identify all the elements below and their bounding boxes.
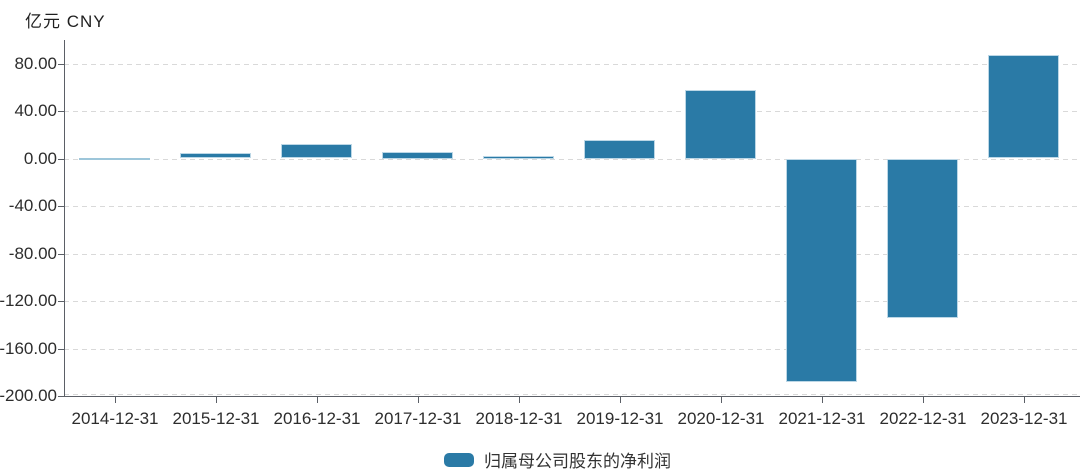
y-axis-tick (58, 159, 64, 160)
gridline (64, 111, 1080, 112)
x-axis-label: 2014-12-31 (71, 409, 159, 428)
y-axis-label: 40.00 (14, 101, 57, 120)
x-axis-label: 2020-12-31 (677, 409, 765, 428)
bar-2020-12-31[interactable] (685, 90, 756, 159)
gridline (64, 254, 1080, 255)
bar-2021-12-31[interactable] (786, 159, 857, 382)
x-axis-tick (620, 397, 621, 403)
y-axis-tick (58, 111, 64, 112)
bar-2015-12-31[interactable] (180, 153, 251, 158)
gridline (64, 206, 1080, 207)
x-axis-tick (822, 397, 823, 403)
y-axis-tick (58, 64, 64, 65)
y-axis-label: 80.00 (14, 54, 57, 73)
x-axis-label: 2023-12-31 (980, 409, 1068, 428)
y-axis-tick (58, 206, 64, 207)
y-axis-label: -80.00 (8, 244, 57, 263)
x-axis-label: 2017-12-31 (374, 409, 462, 428)
bar-2014-12-31[interactable] (79, 158, 150, 160)
x-axis-label: 2019-12-31 (576, 409, 664, 428)
y-axis-tick (58, 349, 64, 350)
y-axis-label: -120.00 (0, 291, 57, 310)
y-axis-label: -160.00 (0, 339, 57, 358)
x-axis-tick (418, 397, 419, 403)
x-axis-label: 2016-12-31 (273, 409, 361, 428)
bar-2022-12-31[interactable] (887, 159, 958, 318)
x-axis-label: 2021-12-31 (778, 409, 866, 428)
y-axis-unit-label: 亿元 CNY (25, 12, 106, 31)
bar-2023-12-31[interactable] (988, 55, 1059, 158)
legend-item[interactable]: 归属母公司股东的净利润 (444, 447, 671, 469)
x-axis-label: 2015-12-31 (172, 409, 260, 428)
gridline (64, 394, 1080, 395)
y-axis-label: 0.00 (23, 149, 57, 168)
gridline (64, 349, 1080, 350)
bar-2016-12-31[interactable] (281, 144, 352, 158)
legend-swatch-icon (444, 452, 474, 467)
x-axis-tick (317, 397, 318, 403)
x-axis-tick (216, 397, 217, 403)
gridline (64, 159, 1080, 160)
bar-2019-12-31[interactable] (584, 140, 655, 159)
x-axis-line (64, 396, 1080, 397)
bar-2017-12-31[interactable] (382, 152, 453, 159)
x-axis-tick (1024, 397, 1025, 403)
gridline (64, 64, 1080, 65)
legend-label: 归属母公司股东的净利润 (484, 452, 671, 469)
y-axis-label: -200.00 (0, 386, 57, 405)
y-axis-tick (58, 254, 64, 255)
x-axis-label: 2022-12-31 (879, 409, 967, 428)
y-axis-line (64, 40, 65, 397)
y-axis-label: -40.00 (8, 196, 57, 215)
x-axis-tick (519, 397, 520, 403)
x-axis-tick (923, 397, 924, 403)
gridline (64, 301, 1080, 302)
bar-2018-12-31[interactable] (483, 156, 554, 159)
y-axis-tick (58, 396, 64, 397)
x-axis-tick (115, 397, 116, 403)
y-axis-tick (58, 301, 64, 302)
x-axis-tick (721, 397, 722, 403)
x-axis-label: 2018-12-31 (475, 409, 563, 428)
